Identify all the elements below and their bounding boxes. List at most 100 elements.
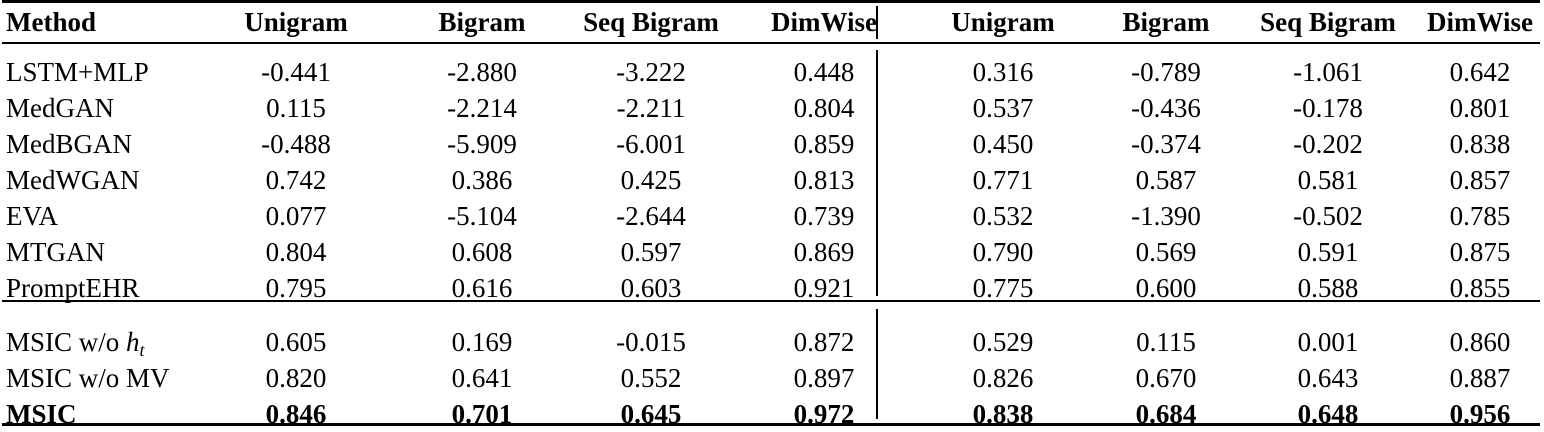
value-cell: 0.597 bbox=[620, 237, 682, 267]
method-cell: MSIC bbox=[6, 399, 77, 429]
value-cell: -0.436 bbox=[1131, 93, 1201, 123]
value-cell: 0.648 bbox=[1297, 399, 1359, 429]
value-cell: 0.771 bbox=[972, 165, 1034, 195]
value-cell: -2.211 bbox=[616, 93, 686, 123]
value-cell: 0.608 bbox=[451, 237, 513, 267]
header-cell: Unigram bbox=[951, 7, 1055, 37]
table-row: MedWGAN 0.742 0.386 0.425 0.813 0.771 0.… bbox=[0, 162, 1544, 198]
header-cell: DimWise bbox=[771, 7, 877, 37]
value-cell: 0.591 bbox=[1297, 237, 1359, 267]
value-cell: 0.921 bbox=[793, 273, 855, 303]
table-row: MTGAN 0.804 0.608 0.597 0.869 0.790 0.56… bbox=[0, 234, 1544, 270]
table-row: PromptEHR 0.795 0.616 0.603 0.921 0.775 … bbox=[0, 270, 1544, 306]
value-cell: 0.425 bbox=[620, 165, 682, 195]
math-symbol: ht bbox=[126, 327, 145, 360]
value-cell: -0.488 bbox=[261, 129, 331, 159]
value-cell: -0.502 bbox=[1293, 201, 1363, 231]
table-row: MedGAN 0.115 -2.214 -2.211 0.804 0.537 -… bbox=[0, 90, 1544, 126]
top-rule bbox=[2, 0, 1540, 3]
value-cell: 0.804 bbox=[793, 93, 855, 123]
value-cell: 0.316 bbox=[972, 57, 1034, 87]
value-cell: 0.846 bbox=[265, 399, 327, 429]
value-cell: 0.448 bbox=[793, 57, 855, 87]
value-cell: 0.643 bbox=[1297, 363, 1359, 393]
value-cell: -2.214 bbox=[447, 93, 517, 123]
header-cell: Bigram bbox=[1122, 7, 1210, 37]
value-cell: 0.603 bbox=[620, 273, 682, 303]
header-cell: Seq Bigram bbox=[1260, 7, 1396, 37]
method-cell: MedGAN bbox=[6, 93, 114, 123]
method-cell: MedBGAN bbox=[6, 129, 132, 159]
value-cell: -0.178 bbox=[1293, 93, 1363, 123]
method-cell: MSIC w/o ht bbox=[0, 324, 196, 360]
header-cell: Seq Bigram bbox=[583, 7, 719, 37]
value-cell: -0.202 bbox=[1293, 129, 1363, 159]
group-divider bbox=[876, 309, 878, 419]
value-cell: 0.537 bbox=[972, 93, 1034, 123]
method-cell: LSTM+MLP bbox=[6, 57, 149, 87]
value-cell: 0.600 bbox=[1135, 273, 1197, 303]
table-row: MedBGAN -0.488 -5.909 -6.001 0.859 0.450… bbox=[0, 126, 1544, 162]
group-divider bbox=[876, 6, 878, 39]
value-cell: 0.739 bbox=[793, 201, 855, 231]
value-cell: 0.826 bbox=[972, 363, 1034, 393]
value-cell: -0.015 bbox=[616, 327, 686, 357]
value-cell: 0.857 bbox=[1449, 165, 1511, 195]
value-cell: 0.001 bbox=[1297, 327, 1359, 357]
value-cell: 0.855 bbox=[1449, 273, 1511, 303]
value-cell: 0.875 bbox=[1449, 237, 1511, 267]
value-cell: 0.529 bbox=[972, 327, 1034, 357]
header-rule bbox=[2, 42, 1540, 44]
value-cell: 0.790 bbox=[972, 237, 1034, 267]
value-cell: -1.390 bbox=[1131, 201, 1201, 231]
header-method: Method bbox=[6, 7, 96, 37]
value-cell: 0.588 bbox=[1297, 273, 1359, 303]
value-cell: 0.820 bbox=[265, 363, 327, 393]
value-cell: 0.804 bbox=[265, 237, 327, 267]
value-cell: -5.104 bbox=[447, 201, 517, 231]
table-row: MSIC w/o ht 0.605 0.169 -0.015 0.872 0.5… bbox=[0, 324, 1544, 360]
value-cell: 0.775 bbox=[972, 273, 1034, 303]
table-row: MSIC w/o MV 0.820 0.641 0.552 0.897 0.82… bbox=[0, 360, 1544, 396]
value-cell: -2.880 bbox=[447, 57, 517, 87]
value-cell: 0.897 bbox=[793, 363, 855, 393]
value-cell: 0.642 bbox=[1449, 57, 1511, 87]
value-cell: 0.641 bbox=[451, 363, 513, 393]
table-row-best: MSIC 0.846 0.701 0.645 0.972 0.838 0.684… bbox=[0, 396, 1544, 432]
method-cell: MSIC w/o MV bbox=[6, 363, 170, 393]
value-cell: 0.532 bbox=[972, 201, 1034, 231]
value-cell: 0.742 bbox=[265, 165, 327, 195]
value-cell: 0.115 bbox=[1136, 327, 1196, 357]
value-cell: 0.872 bbox=[793, 327, 855, 357]
value-cell: 0.569 bbox=[1135, 237, 1197, 267]
value-cell: 0.838 bbox=[972, 399, 1034, 429]
method-cell: MedWGAN bbox=[6, 165, 140, 195]
method-cell: PromptEHR bbox=[6, 273, 140, 303]
value-cell: 0.386 bbox=[451, 165, 513, 195]
value-cell: 0.701 bbox=[451, 399, 513, 429]
group-divider bbox=[876, 50, 878, 296]
value-cell: 0.859 bbox=[793, 129, 855, 159]
value-cell: -5.909 bbox=[447, 129, 517, 159]
method-cell: EVA bbox=[6, 201, 59, 231]
value-cell: -0.789 bbox=[1131, 57, 1201, 87]
value-cell: 0.684 bbox=[1135, 399, 1197, 429]
value-cell: 0.670 bbox=[1135, 363, 1197, 393]
header-cell: Unigram bbox=[244, 7, 348, 37]
method-prefix: MSIC w/o bbox=[6, 327, 127, 357]
value-cell: -0.441 bbox=[261, 57, 331, 87]
value-cell: 0.785 bbox=[1449, 201, 1511, 231]
value-cell: -2.644 bbox=[616, 201, 686, 231]
value-cell: 0.838 bbox=[1449, 129, 1511, 159]
table-row: LSTM+MLP -0.441 -2.880 -3.222 0.448 0.31… bbox=[0, 54, 1544, 90]
value-cell: 0.887 bbox=[1449, 363, 1511, 393]
value-cell: 0.552 bbox=[620, 363, 682, 393]
value-cell: -6.001 bbox=[616, 129, 686, 159]
table-row: EVA 0.077 -5.104 -2.644 0.739 0.532 -1.3… bbox=[0, 198, 1544, 234]
method-cell: MTGAN bbox=[6, 237, 105, 267]
value-cell: 0.645 bbox=[620, 399, 682, 429]
value-cell: -3.222 bbox=[616, 57, 686, 87]
value-cell: 0.860 bbox=[1449, 327, 1511, 357]
value-cell: 0.115 bbox=[266, 93, 326, 123]
